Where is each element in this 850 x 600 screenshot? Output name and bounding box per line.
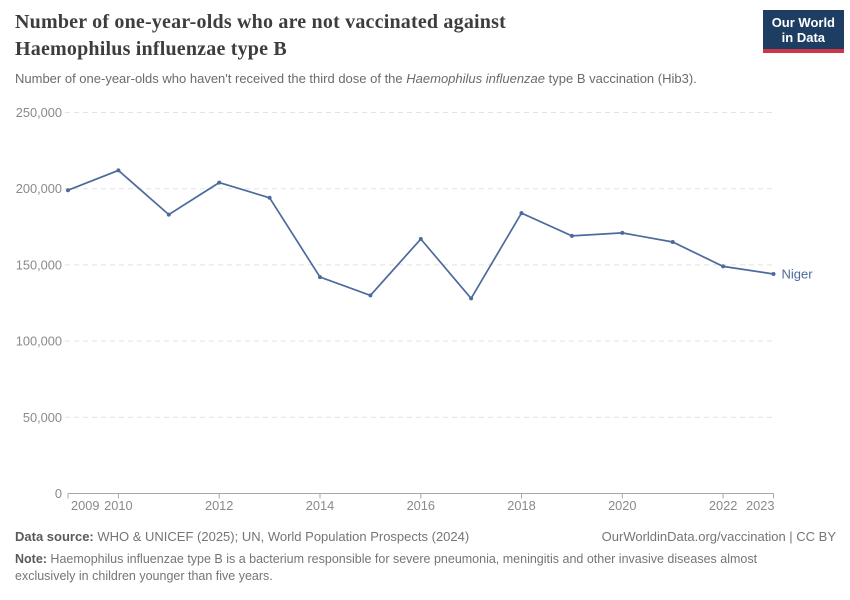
data-point[interactable] (519, 211, 524, 216)
x-axis-tick-label: 2014 (306, 498, 334, 513)
data-point[interactable] (418, 237, 423, 241)
x-axis-tick-label: 2016 (407, 498, 435, 513)
chart-footer: Data source: WHO & UNICEF (2025); UN, Wo… (15, 529, 836, 544)
y-axis-tick-label: 100,000 (16, 334, 62, 349)
chart-title-line1: Number of one-year-olds who are not vacc… (15, 11, 506, 33)
x-axis-tick-label: 2018 (507, 498, 535, 513)
owid-logo-line2: in Data (781, 30, 826, 45)
x-axis-tick-label: 2022 (709, 498, 737, 513)
y-axis-tick-label: 150,000 (16, 257, 62, 272)
chart-title-line2: Haemophilus influenzae type B (15, 37, 287, 60)
data-source-label: Data source: (15, 529, 94, 544)
y-axis-tick-label: 50,000 (23, 410, 62, 425)
owid-logo: Our World in Data (762, 10, 844, 53)
chart-title: Number of one-year-olds who are not vacc… (15, 9, 506, 62)
chart-subtitle-suffix: type B vaccination (Hib3). (545, 71, 697, 86)
x-axis-tick-label: 2009 (71, 498, 99, 513)
owid-logo-line1: Our World (771, 15, 835, 30)
footer-note-label: Note: (15, 552, 47, 566)
y-axis-tick-label: 0 (55, 486, 62, 501)
series-line-niger[interactable] (67, 169, 774, 300)
y-axis-tick-label: 250,000 (16, 105, 62, 120)
chart-subtitle-italic: Haemophilus influenzae (406, 71, 546, 86)
x-axis-tick-label: 2010 (104, 498, 132, 513)
license-link[interactable]: OurWorldinData.org/vaccination | CC BY (601, 529, 836, 544)
data-point[interactable] (217, 180, 222, 185)
chart-subtitle: Number of one-year-olds who haven't rece… (15, 71, 697, 86)
x-axis-tick-label: 2020 (608, 498, 636, 513)
footer-note: Note: Haemophilus influenzae type B is a… (15, 551, 765, 585)
data-point[interactable] (469, 296, 474, 301)
data-source: Data source: WHO & UNICEF (2025); UN, Wo… (15, 529, 469, 544)
data-point[interactable] (318, 275, 322, 280)
footer-note-text: Haemophilus influenzae type B is a bacte… (15, 552, 758, 583)
data-point[interactable] (116, 168, 121, 173)
series-label-niger[interactable]: Niger (782, 267, 814, 282)
data-point[interactable] (267, 195, 272, 200)
data-point[interactable] (66, 188, 70, 193)
chart-subtitle-text: Number of one-year-olds who haven't rece… (15, 71, 407, 86)
data-point[interactable] (569, 233, 574, 238)
data-point[interactable] (670, 240, 675, 244)
chart-svg: 0 50,000 100,000 150,000 200,000 250,000 2009 2… (16, 105, 814, 513)
data-point[interactable] (721, 264, 726, 269)
data-point[interactable] (368, 293, 373, 298)
data-point[interactable] (771, 272, 776, 276)
data-point[interactable] (166, 212, 171, 217)
x-axis-tick-label: 2023 (746, 498, 774, 513)
x-axis-tick-label: 2012 (205, 498, 233, 513)
data-source-text: WHO & UNICEF (2025); UN, World Populatio… (93, 529, 470, 544)
data-point[interactable] (620, 230, 625, 235)
y-axis-tick-label: 200,000 (16, 181, 62, 196)
